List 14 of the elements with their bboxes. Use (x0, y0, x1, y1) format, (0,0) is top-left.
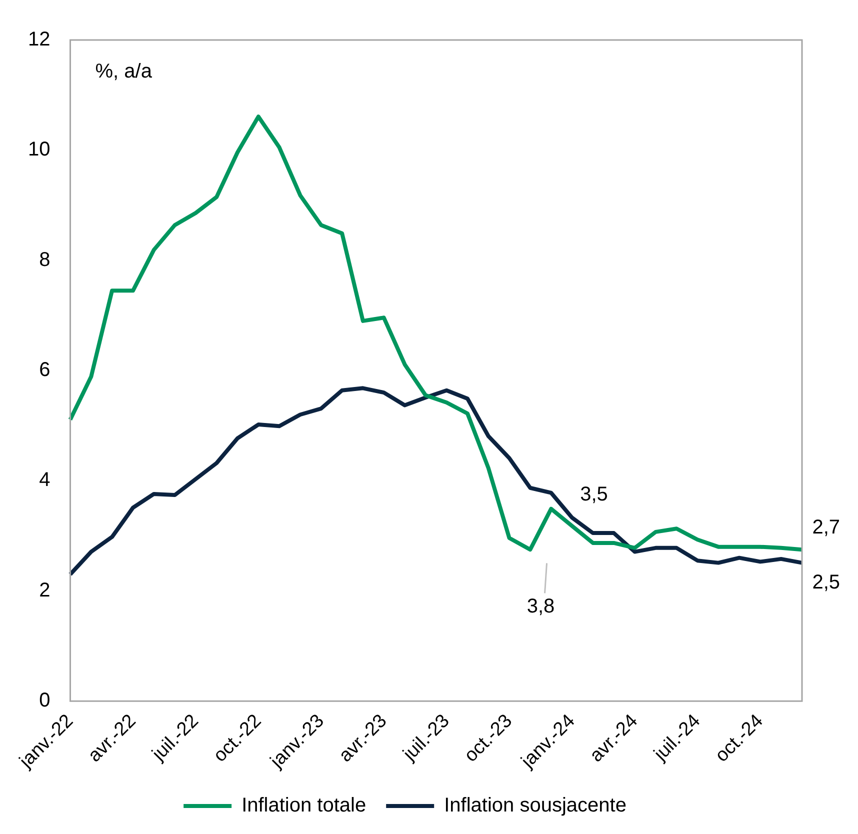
y-tick-label: 10 (28, 138, 50, 161)
text: 2,5 (812, 571, 840, 594)
y-tick-label: 6 (39, 359, 50, 382)
legend-label: Inflation totale (242, 794, 366, 817)
text: 2,7 (812, 516, 840, 538)
legend-label: Inflation sousjacente (444, 794, 626, 817)
y-tick-label: 12 (28, 28, 50, 51)
y-tick-label: 2 (39, 579, 50, 602)
annotation: 3,5 (580, 483, 608, 506)
y-tick-label: 0 (39, 690, 50, 712)
y-tick-label: 8 (39, 248, 50, 271)
y-axis-title: %, a/a (95, 60, 153, 83)
annotation: 3,8 (526, 596, 555, 618)
y-tick-label: 4 (39, 469, 50, 492)
